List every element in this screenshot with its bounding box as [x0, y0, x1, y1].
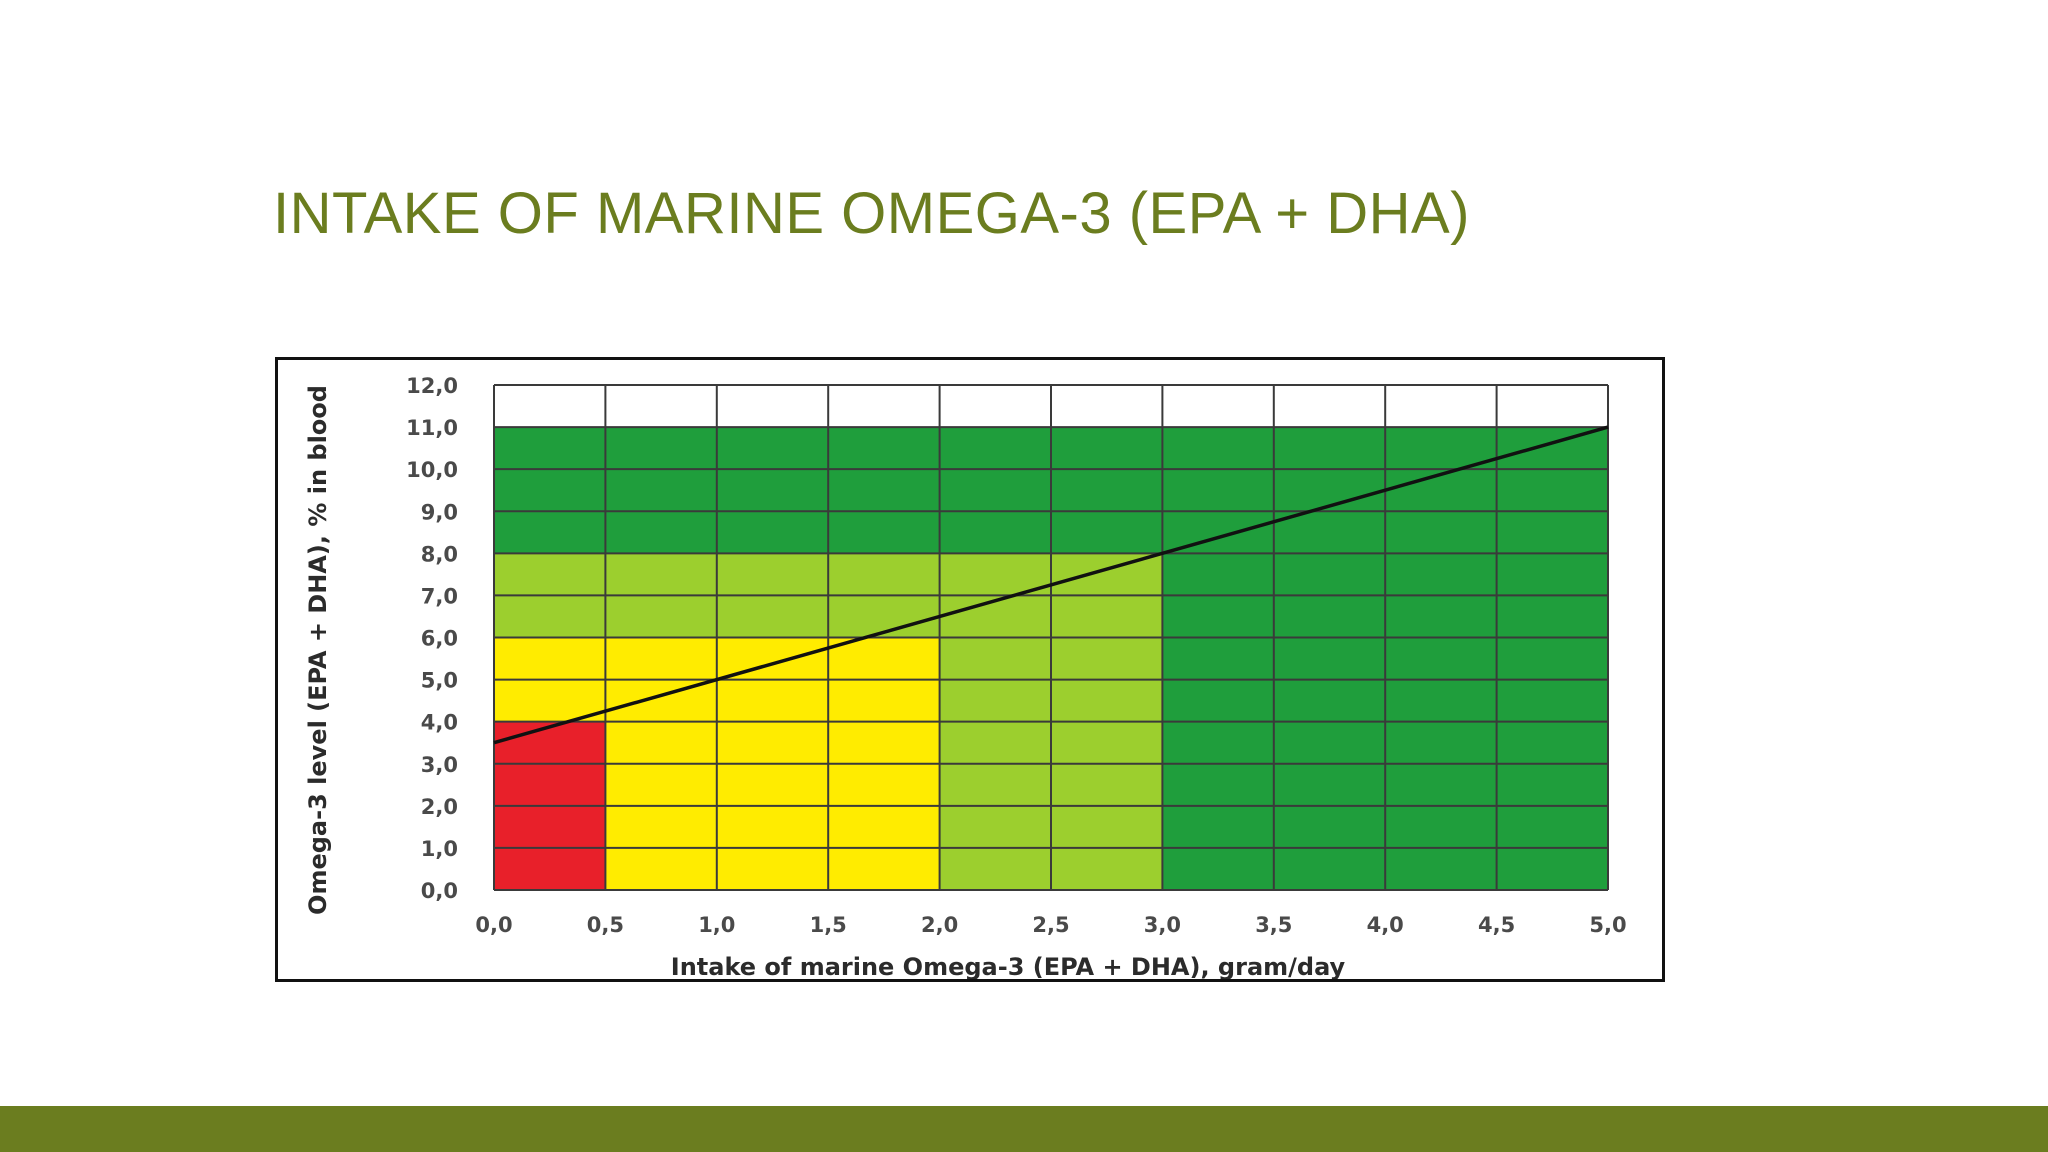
series-layer — [493, 425, 1609, 745]
x-tick-label: 1,5 — [810, 913, 847, 937]
omega3-chart: 0,0 0,5 1,0 1,5 2,0 2,5 3,0 3,5 4,0 4,5 5,0 0,0 1,0… — [304, 374, 1627, 979]
x-tick-label: 5,0 — [1589, 913, 1626, 937]
x-tick-label: 3,0 — [1144, 913, 1181, 937]
x-tick-label: 2,0 — [921, 913, 958, 937]
x-axis-label: Intake of marine Omega-3 (EPA + DHA), gr… — [671, 953, 1346, 979]
y-tick-label: 1,0 — [421, 837, 458, 861]
chart-frame: 0,0 0,5 1,0 1,5 2,0 2,5 3,0 3,5 4,0 4,5 5,0 0,0 1,0… — [275, 357, 1665, 982]
y-tick-label: 12,0 — [406, 374, 458, 398]
x-tick-label: 2,5 — [1032, 913, 1069, 937]
y-tick-label: 3,0 — [421, 753, 458, 777]
x-tick-label: 4,0 — [1367, 913, 1404, 937]
y-tick-label: 5,0 — [421, 669, 458, 693]
x-tick-label: 1,0 — [698, 913, 735, 937]
x-tick-label: 0,5 — [587, 913, 624, 937]
y-tick-labels: 0,0 1,0 2,0 3,0 4,0 5,0 6,0 7,0 8,0 9,0 10,0 11,0 12… — [406, 374, 458, 903]
x-tick-label: 0,0 — [475, 913, 512, 937]
y-tick-label: 9,0 — [421, 500, 458, 524]
x-tick-label: 3,5 — [1255, 913, 1292, 937]
series-line-0 — [493, 425, 1609, 745]
footer-bar — [0, 1106, 2048, 1152]
y-tick-label: 10,0 — [406, 458, 458, 482]
y-tick-label: 11,0 — [406, 416, 458, 440]
grid-layer — [493, 384, 1609, 891]
x-tick-labels: 0,0 0,5 1,0 1,5 2,0 2,5 3,0 3,5 4,0 4,5 5,0 — [475, 913, 1626, 937]
y-axis-label: Omega-3 level (EPA + DHA), % in blood — [304, 385, 332, 915]
y-tick-label: 2,0 — [421, 795, 458, 819]
y-tick-label: 7,0 — [421, 584, 458, 608]
y-tick-label: 8,0 — [421, 542, 458, 566]
x-tick-label: 4,5 — [1478, 913, 1515, 937]
slide-title: INTAKE OF MARINE OMEGA-3 (EPA + DHA) — [273, 181, 1470, 246]
y-tick-label: 6,0 — [421, 627, 458, 651]
y-tick-label: 4,0 — [421, 711, 458, 735]
y-tick-label: 0,0 — [421, 879, 458, 903]
